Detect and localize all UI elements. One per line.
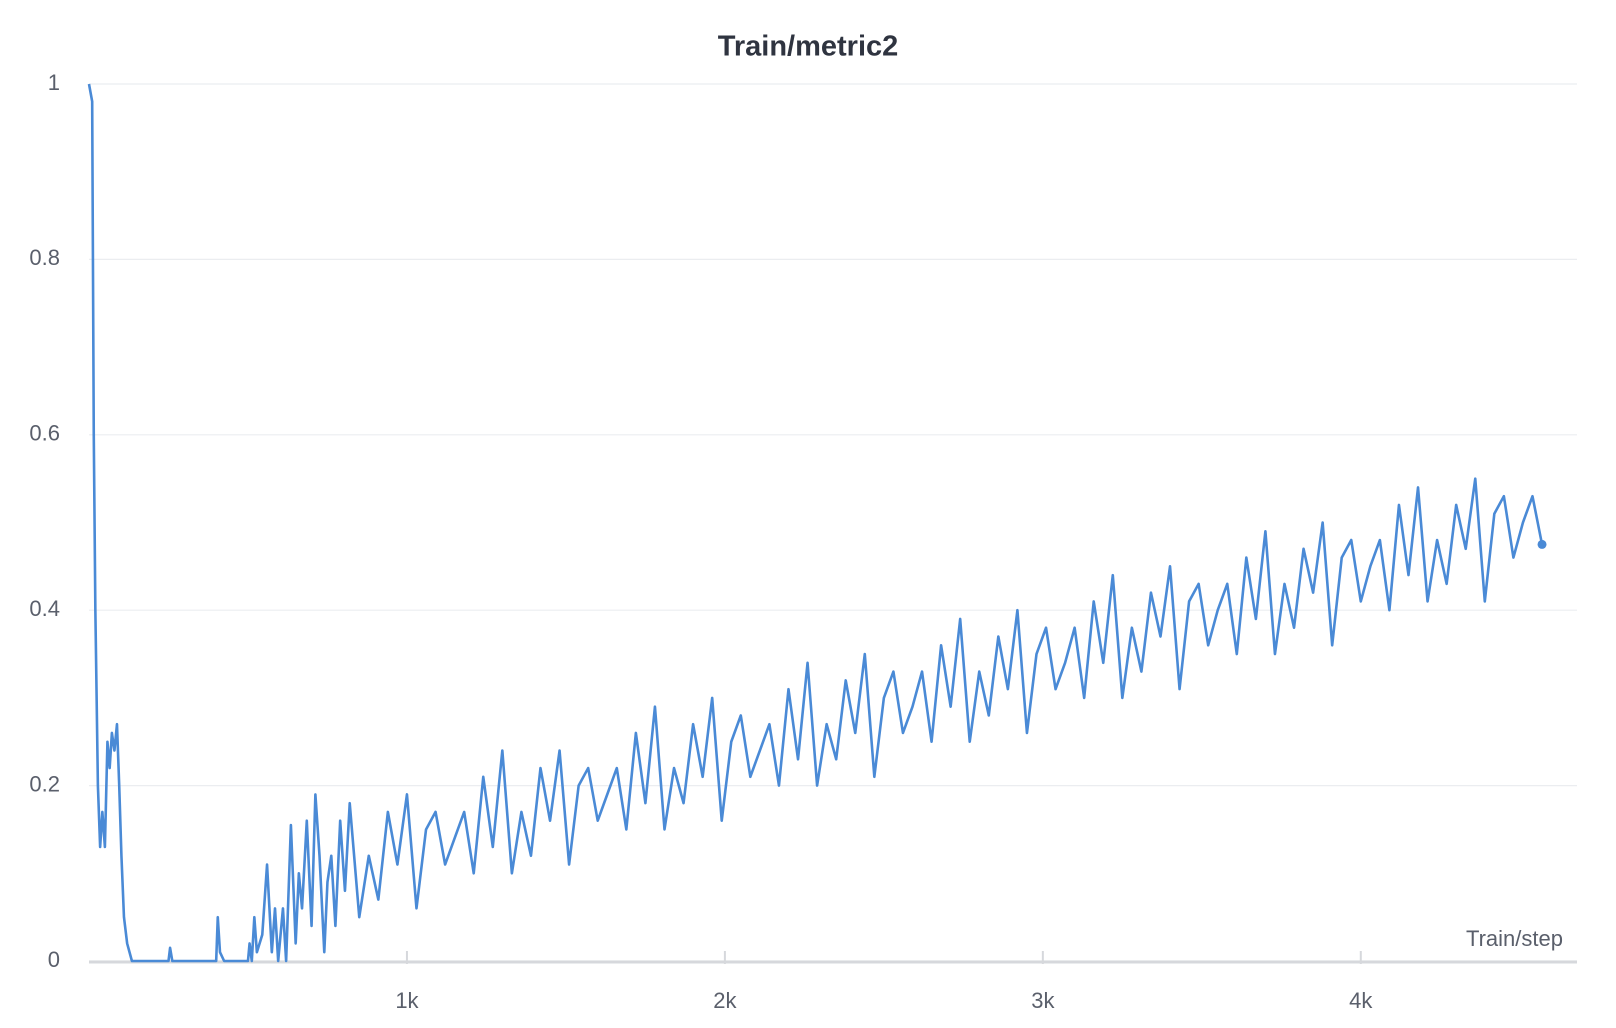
last-point-marker (1537, 539, 1547, 549)
x-tick-label: 2k (713, 988, 737, 1013)
x-axis-label: Train/step (1466, 926, 1563, 951)
y-tick-label: 0.8 (29, 245, 60, 270)
chart-title: Train/metric2 (718, 31, 899, 63)
x-tick-label: 3k (1031, 988, 1055, 1013)
y-tick-label: 0 (48, 947, 60, 972)
series-line (87, 83, 1544, 963)
y-tick-label: 0.2 (29, 771, 60, 796)
y-tick-label: 0.6 (29, 421, 60, 446)
y-tick-label: 1 (48, 70, 60, 95)
x-tick-label: 4k (1349, 988, 1373, 1013)
x-tick-label: 1k (395, 988, 419, 1013)
y-tick-label: 0.4 (29, 596, 60, 621)
